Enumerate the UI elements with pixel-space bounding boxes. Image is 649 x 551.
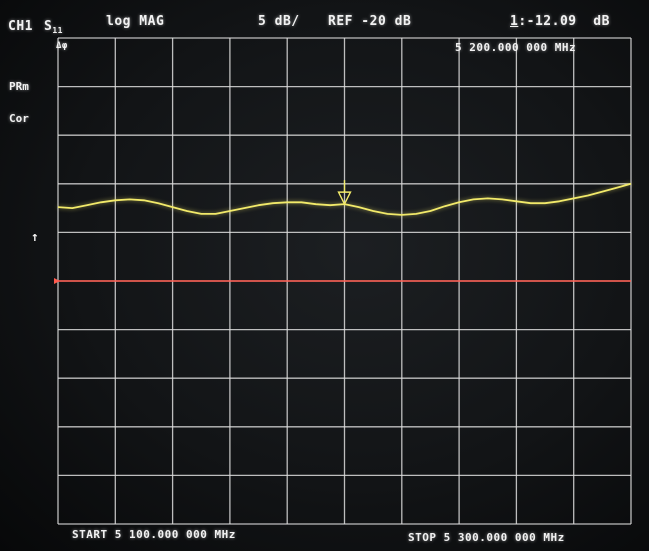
parameter-main: S (44, 19, 53, 34)
marker-triangle-icon (337, 191, 352, 206)
marker-readout: 1:-12.09 dB (510, 14, 610, 29)
marker-frequency: 5 200.000 000 MHz (455, 41, 577, 54)
channel-label: CH1 (8, 19, 33, 34)
preset-label: PRm (9, 80, 29, 93)
marker-index: 1 (510, 14, 519, 29)
reference-label: REF -20 dB (328, 14, 412, 29)
format-label: log MAG (106, 14, 165, 29)
correction-label: Cor (9, 112, 29, 125)
marker-value: :-12.09 dB (518, 14, 610, 29)
ref-arrow-icon: ↑ (31, 230, 39, 245)
stop-frequency: STOP 5 300.000 000 MHz (408, 531, 565, 544)
scale-label: 5 dB/ (258, 14, 300, 29)
parameter-label: S11 (44, 19, 63, 35)
start-frequency: START 5 100.000 000 MHz (72, 528, 236, 541)
parameter-subscript: 11 (52, 26, 63, 35)
corner-tag: Δφ (56, 41, 68, 51)
reference-level-marker-icon (54, 278, 60, 284)
